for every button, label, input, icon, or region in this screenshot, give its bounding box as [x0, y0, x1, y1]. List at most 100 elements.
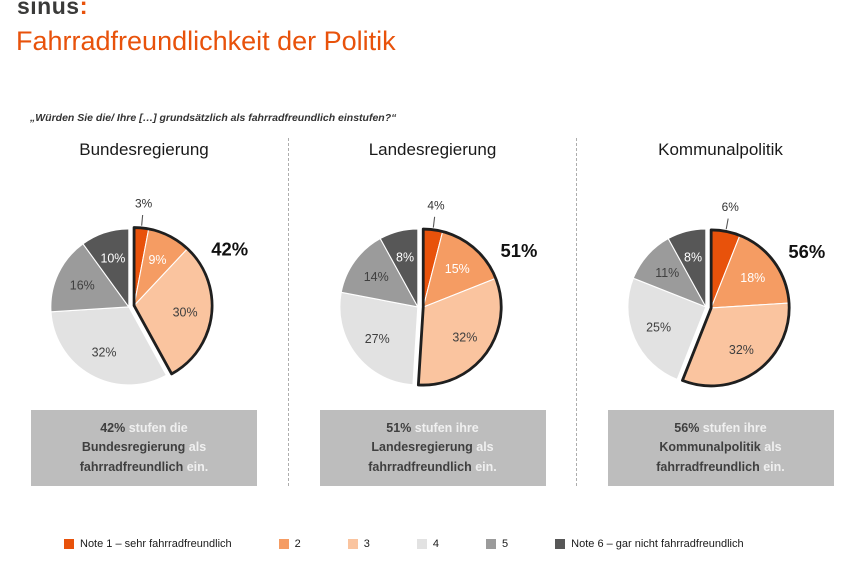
chart-column-kommunalpolitik: Kommunalpolitik 25% 11% 8% 6% 18% 32% 56% 56% …	[576, 138, 864, 487]
legend-item: 3	[347, 538, 370, 550]
legend-item: Note 1 – sehr fahrradfreundlich	[64, 538, 232, 550]
pie-slice	[82, 228, 130, 309]
charts-row: Bundesregierung 32% 16% 10% 3% 9% 30% 42% 42% …	[0, 138, 864, 487]
legend-label: 4	[432, 538, 440, 550]
slice-label: 14%	[363, 270, 388, 284]
summary-text: stufen ihre	[411, 421, 479, 435]
legend-swatch	[555, 539, 566, 549]
chart-title: Landesregierung	[368, 140, 497, 159]
legend-swatch	[278, 539, 289, 549]
leader-line	[141, 214, 144, 226]
legend-item: 2	[278, 538, 301, 550]
highlight-sum-label: 51%	[500, 240, 537, 261]
summary-text: Landesregierung	[371, 440, 473, 455]
legend-swatch	[416, 539, 427, 549]
slice-label: 27%	[364, 332, 389, 346]
pie-slice	[667, 228, 706, 308]
chart-title: Bundesregierung	[79, 140, 209, 159]
pie-chart: 27% 14% 8% 4% 15% 32% 51%	[338, 198, 537, 387]
slice-label: 32%	[92, 345, 117, 359]
slice-label: 9%	[148, 253, 166, 267]
summary-text: fahrradfreundlich	[368, 459, 472, 474]
slice-label: 30%	[173, 305, 198, 319]
leader-line	[725, 218, 729, 230]
slice-label: 8%	[684, 250, 702, 264]
summary-line: fahrradfreundlich ein.	[37, 458, 251, 477]
summary-text: 56%	[674, 421, 700, 435]
summary-text: als	[760, 440, 782, 455]
chart-column-bundesregierung: Bundesregierung 32% 16% 10% 3% 9% 30% 42% 42% …	[0, 138, 288, 487]
legend-label: Note 1 – sehr fahrradfreundlich	[80, 538, 232, 550]
pie-slice	[626, 277, 707, 381]
slice-label: 25%	[646, 321, 671, 335]
summary-box: 51% stufen ihre Landesregierung als fahrra…	[319, 410, 546, 487]
slice-label: 18%	[740, 271, 765, 285]
legend-swatch	[347, 539, 358, 549]
pie-chart: 32% 16% 10% 3% 9% 30% 42%	[50, 196, 248, 386]
summary-text: fahrradfreundlich	[79, 459, 184, 474]
pie-slice	[340, 237, 419, 308]
highlight-outline	[416, 227, 503, 387]
summary-text: ein.	[471, 459, 497, 474]
summary-line: fahrradfreundlich ein.	[326, 458, 540, 477]
summary-line: 42% stufen die	[37, 419, 251, 438]
leader-line	[432, 216, 435, 228]
summary-line: Bundesregierung als	[37, 438, 251, 457]
slice-label: 32%	[728, 343, 753, 357]
summary-text: 51%	[386, 421, 412, 435]
pie-slice	[338, 291, 418, 386]
slice-label: 11%	[655, 266, 679, 280]
summary-text: stufen ihre	[699, 421, 767, 435]
logo-text: sinus	[17, 0, 80, 19]
chart-column-landesregierung: Landesregierung 27% 14% 8% 4% 15% 32% 51% 51% …	[288, 138, 576, 487]
highlight-sum-label: 42%	[211, 239, 248, 260]
page-title: Fahrradfreundlichkeit der Politik	[16, 26, 396, 56]
summary-box: 42% stufen die Bundesregierung als fahrrad…	[31, 410, 257, 487]
pie-slice	[50, 243, 130, 313]
legend-item: 4	[416, 538, 440, 550]
legend-item: Note 6 – gar nicht fahrradfreundlich	[555, 538, 744, 550]
pie-container: 32% 16% 10% 3% 9% 30% 42%	[14, 170, 274, 420]
slice-label: 8%	[396, 250, 414, 264]
slice-label: 16%	[70, 278, 95, 292]
summary-text: ein.	[759, 459, 785, 474]
summary-text: Kommunalpolitik	[659, 440, 761, 455]
legend-swatch	[64, 539, 74, 549]
legend-item: 5	[486, 538, 508, 550]
slice-label: 32%	[452, 331, 477, 345]
pie-slice	[379, 228, 418, 308]
summary-line: fahrradfreundlich ein.	[614, 458, 828, 477]
survey-question: „Würden Sie die/ Ihre […] grundsätzlich …	[30, 112, 397, 124]
slice-label: 6%	[721, 200, 739, 214]
legend-label: 3	[363, 538, 370, 550]
highlight-sum-label: 56%	[788, 241, 825, 262]
summary-text: Bundesregierung	[81, 440, 186, 455]
sinus-logo: sinus:	[17, 0, 88, 21]
summary-text: 42%	[100, 421, 126, 435]
summary-text: als	[472, 440, 494, 455]
legend-label: 5	[502, 538, 509, 550]
logo-mark: :	[79, 0, 89, 20]
pie-chart: 25% 11% 8% 6% 18% 32% 56%	[626, 200, 825, 388]
pie-container: 27% 14% 8% 4% 15% 32% 51%	[303, 170, 563, 420]
highlight-outline	[132, 226, 214, 376]
summary-box: 56% stufen ihre Kommunalpolitik als fahrra…	[607, 410, 834, 487]
legend-label: 2	[294, 538, 301, 550]
highlight-outline	[680, 228, 791, 388]
legend: Note 1 – sehr fahrradfreundlich 2 3 4 5 Note …	[64, 538, 744, 550]
slice-label: 3%	[135, 196, 153, 210]
slice-label: 4%	[427, 198, 445, 212]
legend-label: Note 6 – gar nicht fahrradfreundlich	[571, 538, 744, 550]
slice-label: 15%	[444, 262, 469, 276]
summary-line: 56% stufen ihre	[614, 419, 828, 438]
chart-title: Kommunalpolitik	[658, 140, 783, 159]
summary-line: 51% stufen ihre	[326, 419, 540, 438]
summary-line: Kommunalpolitik als	[614, 438, 828, 457]
summary-text: ein.	[183, 459, 209, 474]
legend-swatch	[486, 539, 497, 549]
summary-text: stufen die	[125, 421, 188, 435]
summary-text: fahrradfreundlich	[656, 459, 760, 474]
pie-slice	[50, 306, 168, 386]
pie-container: 25% 11% 8% 6% 18% 32% 56%	[591, 170, 851, 420]
summary-text: als	[185, 440, 207, 455]
